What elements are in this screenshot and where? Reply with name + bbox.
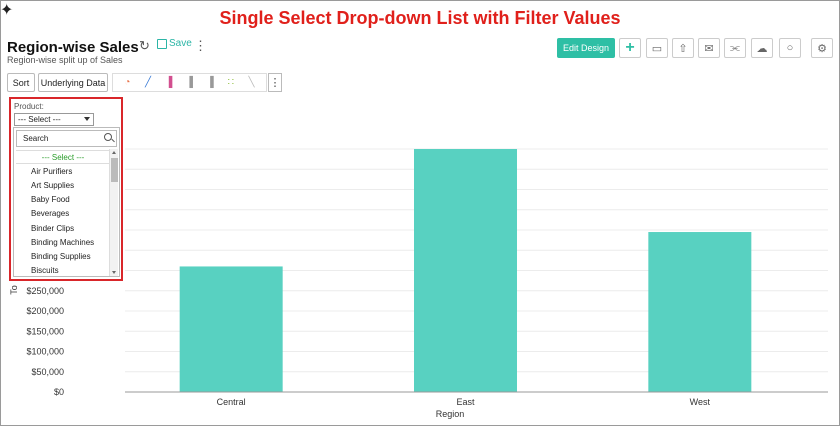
report-subtitle: Region-wise split up of Sales	[7, 55, 123, 65]
refresh-icon[interactable]: ↻	[139, 38, 150, 53]
more-options-icon[interactable]: ⋮	[194, 38, 207, 53]
y-tick-label: $200,000	[26, 306, 64, 316]
annotation-banner: Single Select Drop-down List with Filter…	[219, 8, 621, 28]
product-select-value: --- Select ---	[18, 115, 61, 124]
share-icon[interactable]: ⫘	[724, 38, 746, 58]
dropdown-option[interactable]: Binding Supplies	[31, 251, 91, 261]
export-icon[interactable]: ⇧	[672, 38, 694, 58]
dropdown-option[interactable]: Beverages	[31, 209, 70, 219]
x-tick-label: Central	[217, 397, 246, 407]
sparkle-icon: ✦	[0, 2, 14, 19]
stacked-bar-icon[interactable]: ▐	[185, 77, 193, 88]
toolbar-more-icon[interactable]: ⋮	[268, 73, 282, 92]
search-placeholder: Search	[23, 134, 49, 143]
dropdown-option[interactable]: Art Supplies	[31, 180, 75, 190]
y-tick-label: $150,000	[26, 326, 64, 336]
y-tick-label: $100,000	[26, 347, 64, 357]
underlying-data-button[interactable]: Underlying Data	[38, 73, 108, 92]
edit-design-button[interactable]: Edit Design	[557, 38, 615, 58]
dropdown-option[interactable]: Binding Machines	[31, 237, 95, 247]
bar-central[interactable]	[179, 266, 283, 392]
x-tick-label: West	[690, 397, 711, 407]
comment-icon[interactable]: ▭	[646, 38, 668, 58]
dropdown-option[interactable]: Air Purifiers	[31, 166, 73, 176]
pie-chart-icon[interactable]: ◔	[124, 77, 131, 88]
bar-chart-icon[interactable]: ▐	[165, 77, 173, 88]
dropdown-option[interactable]: Binder Clips	[31, 223, 75, 233]
search-icon	[104, 133, 112, 141]
y-tick-label: $250,000	[26, 286, 64, 296]
option-list: --- Select --- Air Purifiers Art Supplies B…	[16, 150, 110, 278]
dropdown-option[interactable]: Baby Food	[31, 195, 70, 205]
dropdown-scrollbar[interactable]	[109, 149, 118, 276]
filter-label: Product:	[14, 102, 44, 111]
filter-search-input[interactable]: Search	[16, 130, 117, 147]
dropdown-option[interactable]: Biscuits	[31, 266, 59, 276]
product-dropdown: Search --- Select --- Air Purifiers Art Su…	[13, 127, 120, 277]
add-button[interactable]: +	[619, 38, 641, 58]
x-axis-title: Region	[436, 409, 465, 419]
dropdown-option[interactable]: --- Select ---	[16, 150, 110, 165]
save-icon	[157, 38, 167, 49]
y-axis-title: To	[9, 285, 19, 295]
column-chart-icon[interactable]: ▐	[206, 77, 214, 88]
chevron-down-icon	[84, 117, 90, 121]
product-filter-panel: Product: --- Select --- Search --- Selec…	[9, 97, 123, 281]
save-label: Save	[169, 38, 192, 49]
bar-west[interactable]	[648, 232, 752, 392]
y-tick-label: $50,000	[31, 367, 64, 377]
area-chart-icon[interactable]: ╲	[248, 77, 255, 88]
scroll-thumb[interactable]	[111, 158, 118, 182]
bars	[179, 149, 752, 392]
publish-icon[interactable]: ☁	[751, 38, 773, 58]
x-tick-label: East	[456, 397, 475, 407]
x-axis-ticks: Central East West	[217, 397, 711, 407]
email-icon[interactable]: ✉	[698, 38, 720, 58]
scroll-up-icon[interactable]	[112, 151, 116, 154]
alert-icon[interactable]: ○	[779, 38, 801, 58]
chart-type-toolbar: ◔ ╱ ▐ ▐ ▐ ∷ ╲	[112, 73, 267, 92]
bar-east[interactable]	[414, 149, 517, 392]
report-title: Region-wise Sales	[7, 39, 139, 56]
y-axis-ticks: $0 $50,000 $100,000 $150,000 $200,000 $250,00…	[26, 286, 64, 397]
product-select[interactable]: --- Select ---	[14, 113, 94, 126]
scatter-chart-icon[interactable]: ∷	[227, 77, 235, 88]
settings-gear-icon[interactable]: ⚙	[811, 38, 833, 58]
sort-button[interactable]: Sort	[7, 73, 35, 92]
line-chart-icon[interactable]: ╱	[145, 77, 152, 88]
save-button[interactable]: Save	[157, 38, 192, 49]
y-tick-label: $0	[54, 387, 64, 397]
scroll-down-icon[interactable]	[112, 271, 116, 274]
